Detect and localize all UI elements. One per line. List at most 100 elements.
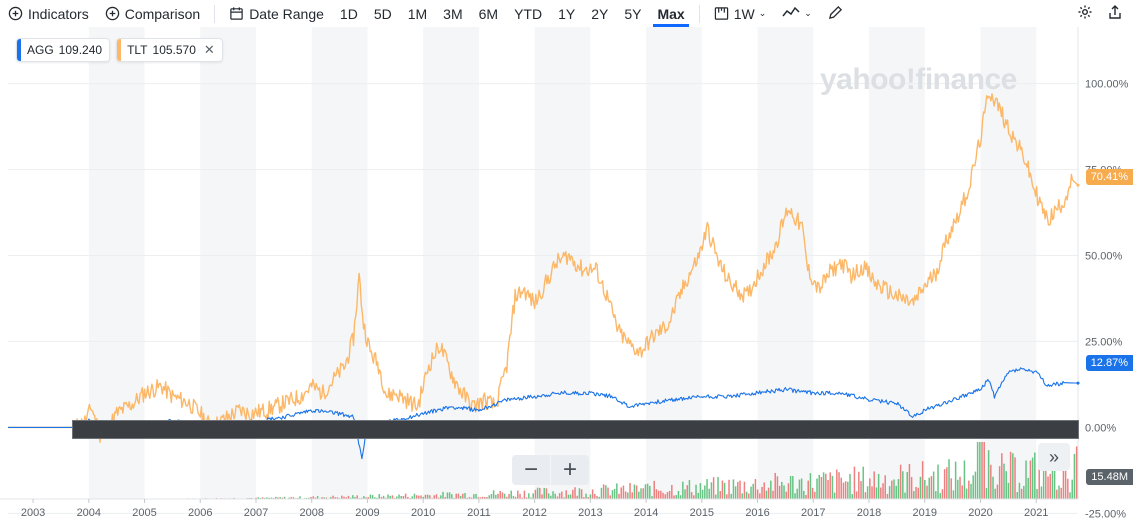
draw-tool-button[interactable] bbox=[820, 0, 851, 27]
volume-bar bbox=[415, 495, 418, 499]
x-tick-label: 2011 bbox=[467, 507, 491, 519]
volume-bar bbox=[726, 494, 728, 499]
volume-bar bbox=[763, 482, 765, 499]
range-3m[interactable]: 3M bbox=[443, 5, 463, 22]
zoom-in-button[interactable]: + bbox=[551, 455, 589, 485]
volume-bar bbox=[345, 497, 347, 499]
volume-bar bbox=[803, 490, 805, 499]
zoom-out-button[interactable]: − bbox=[512, 455, 550, 485]
range-max[interactable]: Max bbox=[649, 0, 692, 27]
share-icon[interactable] bbox=[1107, 4, 1123, 23]
volume-bar bbox=[976, 442, 979, 499]
volume-bar bbox=[880, 487, 882, 499]
range-6m[interactable]: 6M bbox=[478, 5, 499, 22]
x-tick-label: 2019 bbox=[913, 507, 937, 519]
volume-bar bbox=[609, 495, 611, 499]
volume-bar bbox=[356, 495, 358, 499]
volume-bar bbox=[1007, 482, 1010, 499]
volume-bar bbox=[851, 494, 853, 499]
volume-bar bbox=[589, 494, 592, 499]
volume-bar bbox=[250, 497, 253, 499]
volume-bar bbox=[671, 484, 673, 499]
range-5d[interactable]: 5D bbox=[373, 5, 392, 22]
volume-bar bbox=[389, 495, 391, 499]
volume-bar bbox=[613, 488, 616, 499]
range-selector: 1D 5D 1M 3M 6M YTD 1Y 2Y 5Y Max bbox=[332, 0, 693, 27]
volume-bar bbox=[930, 476, 933, 499]
remove-comparison-icon[interactable]: ✕ bbox=[203, 42, 215, 57]
date-range-button[interactable]: Date Range bbox=[221, 0, 332, 27]
volume-bar bbox=[809, 473, 812, 499]
volume-bar bbox=[877, 473, 880, 499]
volume-bar bbox=[316, 496, 319, 499]
volume-bar bbox=[864, 492, 867, 499]
tlt-last-point bbox=[1076, 183, 1080, 187]
range-5y[interactable]: 5Y bbox=[624, 5, 642, 22]
volume-bar bbox=[798, 479, 801, 499]
range-ytd[interactable]: YTD bbox=[514, 5, 543, 22]
range-navigator-strip[interactable] bbox=[72, 420, 1079, 439]
volume-bar bbox=[869, 478, 871, 499]
volume-bar bbox=[1018, 482, 1021, 499]
volume-bar bbox=[277, 497, 279, 499]
volume-bar bbox=[814, 491, 816, 499]
volume-bar bbox=[827, 479, 829, 499]
volume-bar bbox=[979, 442, 981, 499]
range-2y[interactable]: 2Y bbox=[591, 5, 609, 22]
volume-bar bbox=[657, 490, 660, 499]
legend-tlt-symbol: TLT bbox=[127, 43, 148, 57]
volume-bar bbox=[270, 497, 273, 499]
volume-bar bbox=[935, 491, 937, 499]
volume-bar bbox=[915, 486, 917, 499]
volume-bar bbox=[888, 486, 891, 499]
range-1y[interactable]: 1Y bbox=[558, 5, 576, 22]
interval-dropdown[interactable]: 1W ⌄ bbox=[706, 0, 775, 27]
volume-bar bbox=[407, 496, 409, 499]
legend-chip-agg[interactable]: AGG 109.240 bbox=[16, 38, 111, 62]
comparison-button[interactable]: Comparison bbox=[97, 0, 208, 27]
volume-bar bbox=[961, 485, 963, 499]
volume-bar bbox=[266, 497, 268, 499]
candle-interval-icon bbox=[714, 6, 729, 21]
legend-chip-tlt[interactable]: TLT 105.570 ✕ bbox=[116, 38, 223, 62]
volume-bar bbox=[723, 482, 726, 499]
volume-bar bbox=[855, 491, 858, 499]
volume-bar bbox=[831, 475, 834, 499]
volume-bar bbox=[1075, 446, 1078, 499]
volume-bar bbox=[402, 496, 405, 499]
volume-bar bbox=[1062, 454, 1065, 499]
volume-bar bbox=[451, 494, 453, 499]
volume-bar bbox=[904, 492, 906, 499]
volume-bar bbox=[521, 497, 523, 499]
volume-bar bbox=[708, 488, 710, 499]
volume-bar bbox=[268, 497, 270, 499]
volume-bar bbox=[367, 497, 369, 499]
volume-bar bbox=[321, 497, 323, 499]
range-1d[interactable]: 1D bbox=[339, 5, 358, 22]
chevron-down-icon: ⌄ bbox=[804, 8, 812, 18]
volume-bar bbox=[1056, 489, 1058, 499]
range-1m[interactable]: 1M bbox=[407, 5, 428, 22]
volume-bar bbox=[1029, 460, 1032, 499]
volume-bar bbox=[442, 491, 444, 499]
volume-bar bbox=[1012, 453, 1014, 499]
x-tick-label: 2004 bbox=[77, 507, 101, 519]
volume-bar bbox=[1016, 492, 1018, 499]
volume-bar bbox=[998, 466, 1001, 499]
volume-bar bbox=[701, 489, 704, 499]
volume-bar bbox=[279, 497, 281, 499]
chart-type-dropdown[interactable]: ⌄ bbox=[774, 0, 820, 27]
volume-bar bbox=[468, 497, 471, 499]
volume-bar bbox=[312, 496, 314, 499]
indicators-button[interactable]: Indicators bbox=[0, 0, 97, 27]
volume-bar bbox=[341, 495, 343, 499]
volume-bar bbox=[550, 495, 552, 499]
zoom-controls: − + bbox=[512, 455, 589, 485]
volume-bar bbox=[789, 476, 792, 499]
settings-gear-icon[interactable] bbox=[1077, 4, 1093, 23]
volume-bar bbox=[884, 475, 886, 499]
volume-bar bbox=[1025, 460, 1027, 499]
scroll-to-latest-button[interactable]: » bbox=[1038, 443, 1070, 471]
legend-agg-symbol: AGG bbox=[27, 43, 54, 57]
volume-bar bbox=[952, 490, 955, 499]
